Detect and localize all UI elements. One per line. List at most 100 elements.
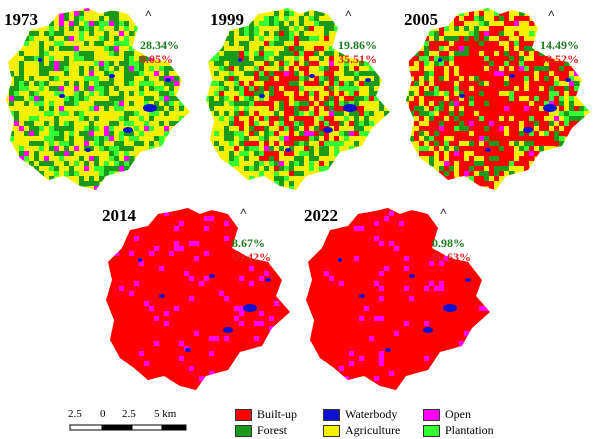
- land-cell: [249, 276, 255, 282]
- land-cell: [139, 251, 145, 257]
- land-cell: [59, 111, 65, 117]
- land-cell: [259, 36, 265, 42]
- land-cell: [244, 276, 250, 282]
- land-cell: [74, 61, 80, 67]
- land-cell: [129, 241, 135, 247]
- land-cell: [104, 171, 110, 177]
- land-cell: [304, 116, 310, 122]
- land-cell: [409, 246, 415, 252]
- land-cell: [244, 336, 250, 342]
- land-cell: [69, 111, 75, 117]
- land-cell: [319, 16, 325, 22]
- land-cell: [69, 71, 75, 77]
- land-cell: [234, 41, 240, 47]
- land-cell: [549, 141, 555, 147]
- land-cell: [494, 11, 500, 17]
- land-cell: [214, 111, 220, 117]
- land-cell: [199, 226, 205, 232]
- land-cell: [224, 36, 230, 42]
- land-cell: [229, 246, 235, 252]
- land-cell: [289, 126, 295, 132]
- land-cell: [44, 26, 50, 32]
- land-cell: [209, 241, 215, 247]
- land-cell: [124, 251, 130, 257]
- land-cell: [369, 236, 375, 242]
- land-cell: [289, 86, 295, 92]
- land-cell: [29, 101, 35, 107]
- land-cell: [184, 296, 190, 302]
- land-cell: [319, 46, 325, 52]
- land-cell: [149, 221, 155, 227]
- land-cell: [59, 51, 65, 57]
- land-cell: [249, 161, 255, 167]
- land-cell: [294, 126, 300, 132]
- land-cell: [429, 311, 435, 317]
- land-cell: [264, 66, 270, 72]
- land-cell: [309, 151, 315, 157]
- land-cell: [234, 106, 240, 112]
- land-cell: [444, 326, 450, 332]
- land-cell: [504, 76, 510, 82]
- land-cell: [94, 66, 100, 72]
- land-cell: [184, 356, 190, 362]
- land-cell: [384, 231, 390, 237]
- land-cell: [414, 231, 420, 237]
- land-cell: [29, 66, 35, 72]
- land-cell: [349, 246, 355, 252]
- land-cell: [419, 231, 425, 237]
- land-cell: [314, 281, 320, 287]
- land-cell: [129, 56, 135, 62]
- land-cell: [114, 91, 120, 97]
- land-cell: [554, 126, 560, 132]
- land-cell: [364, 71, 370, 77]
- land-cell: [429, 276, 435, 282]
- land-cell: [254, 56, 260, 62]
- land-cell: [159, 216, 165, 222]
- land-cell: [194, 281, 200, 287]
- land-cell: [39, 96, 45, 102]
- land-cell: [224, 226, 230, 232]
- land-cell: [134, 256, 140, 262]
- land-cell: [344, 76, 350, 82]
- land-cell: [559, 131, 565, 137]
- land-cell: [424, 366, 430, 372]
- land-cell: [79, 31, 85, 37]
- land-cell: [314, 16, 320, 22]
- land-cell: [299, 41, 305, 47]
- land-cell: [174, 81, 180, 87]
- land-cell: [574, 121, 580, 127]
- land-cell: [514, 36, 520, 42]
- land-cell: [424, 351, 430, 357]
- land-cell: [459, 61, 465, 67]
- land-cell: [94, 146, 100, 152]
- land-cell: [279, 111, 285, 117]
- land-cell: [179, 291, 185, 297]
- land-cell: [469, 16, 475, 22]
- land-cell: [44, 46, 50, 52]
- land-cell: [29, 156, 35, 162]
- land-cell: [459, 266, 465, 272]
- land-cell: [234, 51, 240, 57]
- land-cell: [424, 241, 430, 247]
- land-cell: [24, 71, 30, 77]
- land-cell: [519, 126, 525, 132]
- land-cell: [219, 216, 225, 222]
- land-cell: [99, 91, 105, 97]
- land-cell: [484, 156, 490, 162]
- land-cell: [534, 116, 540, 122]
- land-cell: [219, 126, 225, 132]
- land-cell: [339, 366, 345, 372]
- land-cell: [344, 226, 350, 232]
- land-cell: [319, 351, 325, 357]
- land-cell: [374, 246, 380, 252]
- land-cell: [94, 26, 100, 32]
- land-cell: [469, 81, 475, 87]
- land-cell: [184, 271, 190, 277]
- land-cell: [434, 66, 440, 72]
- land-cell: [284, 86, 290, 92]
- land-use-raster: [106, 208, 290, 390]
- land-cell: [214, 241, 220, 247]
- land-cell: [249, 86, 255, 92]
- land-cell: [274, 271, 280, 277]
- land-cell: [454, 61, 460, 67]
